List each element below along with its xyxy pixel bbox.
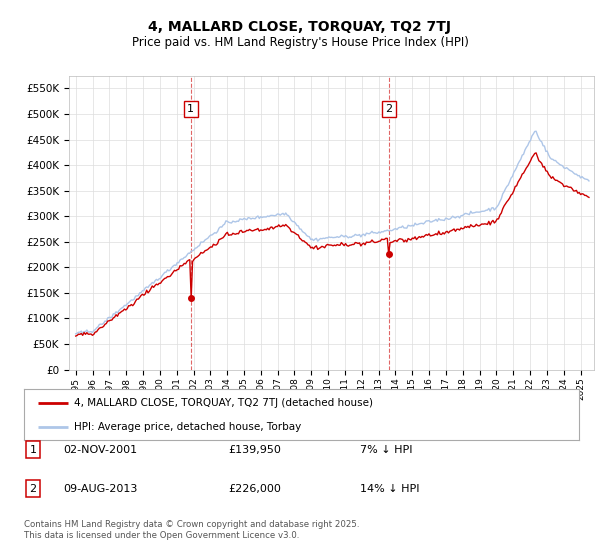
Text: Contains HM Land Registry data © Crown copyright and database right 2025.
This d: Contains HM Land Registry data © Crown c…: [24, 520, 359, 540]
Text: 1: 1: [187, 104, 194, 114]
Text: HPI: Average price, detached house, Torbay: HPI: Average price, detached house, Torb…: [74, 422, 301, 432]
Text: £139,950: £139,950: [228, 445, 281, 455]
Text: 1: 1: [29, 445, 37, 455]
Text: 02-NOV-2001: 02-NOV-2001: [63, 445, 137, 455]
Text: 4, MALLARD CLOSE, TORQUAY, TQ2 7TJ (detached house): 4, MALLARD CLOSE, TORQUAY, TQ2 7TJ (deta…: [74, 398, 373, 408]
Text: Price paid vs. HM Land Registry's House Price Index (HPI): Price paid vs. HM Land Registry's House …: [131, 36, 469, 49]
Text: 14% ↓ HPI: 14% ↓ HPI: [360, 484, 419, 494]
Text: 4, MALLARD CLOSE, TORQUAY, TQ2 7TJ: 4, MALLARD CLOSE, TORQUAY, TQ2 7TJ: [149, 20, 452, 34]
Text: £226,000: £226,000: [228, 484, 281, 494]
Text: 2: 2: [29, 484, 37, 494]
Text: 09-AUG-2013: 09-AUG-2013: [63, 484, 137, 494]
Text: 7% ↓ HPI: 7% ↓ HPI: [360, 445, 413, 455]
Text: 2: 2: [385, 104, 392, 114]
